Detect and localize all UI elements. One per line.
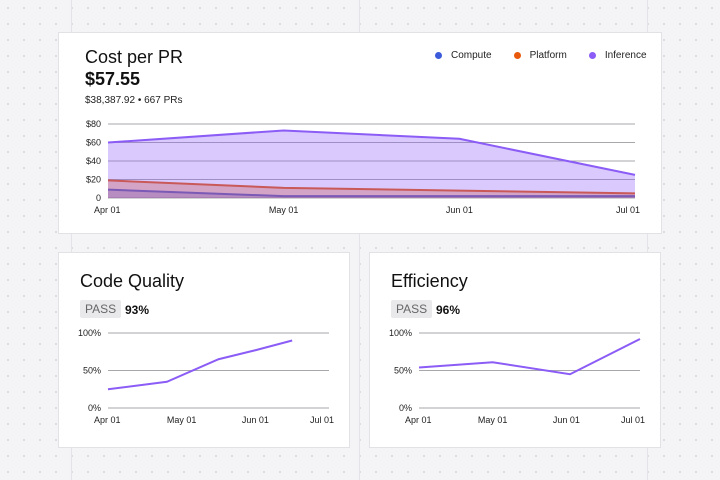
legend-item: Platform xyxy=(513,50,567,61)
y-tick-label: 50% xyxy=(394,366,412,376)
compute-dot-icon xyxy=(435,52,442,59)
series-line xyxy=(107,129,636,176)
inference-dot-icon xyxy=(588,52,596,59)
y-tick-label: $20 xyxy=(86,175,101,185)
card-title: Cost per PR xyxy=(85,47,184,67)
x-tick-label: Jun 01 xyxy=(242,415,269,425)
cost-subtitle: $38,387.92 • 667 PRs xyxy=(85,95,183,106)
status-badge: PASS xyxy=(391,300,433,318)
legend-label: Platform xyxy=(529,50,567,61)
x-tick-label: May 01 xyxy=(269,205,299,215)
platform-dot-icon xyxy=(513,52,521,59)
x-tick-label: Jul 01 xyxy=(310,415,334,425)
background-divider xyxy=(647,0,648,480)
card-title: Code Quality xyxy=(80,271,185,291)
background-divider xyxy=(359,0,360,480)
status-badge: PASS xyxy=(80,300,122,318)
efficiency-card: Efficiency PASS 96% xyxy=(369,252,661,448)
x-tick-label: Jun 01 xyxy=(553,415,580,425)
x-tick-label: May 01 xyxy=(167,415,197,425)
series-area xyxy=(108,180,635,198)
y-tick-label: 0% xyxy=(88,403,101,413)
y-tick-label: 100% xyxy=(78,328,101,338)
x-tick-label: Jul 01 xyxy=(621,415,645,425)
x-tick-label: Jul 01 xyxy=(616,205,640,215)
cost-per-pr-card: Cost per PR $57.55 $38,387.92 • 667 PRs … xyxy=(58,32,662,234)
series-line xyxy=(107,179,636,195)
code-quality-card: Code Quality PASS 93% xyxy=(58,252,350,448)
chart-legend: Compute Platform Inference xyxy=(435,50,647,61)
series-area xyxy=(108,130,635,198)
x-tick-label: Apr 01 xyxy=(94,415,121,425)
y-tick-label: 50% xyxy=(83,366,101,376)
series-area xyxy=(108,189,635,198)
x-tick-label: Jun 01 xyxy=(446,205,473,215)
cost-value: $57.55 xyxy=(85,69,141,89)
x-tick-label: Apr 01 xyxy=(94,205,121,215)
legend-label: Compute xyxy=(451,50,492,61)
x-tick-label: Apr 01 xyxy=(405,415,432,425)
y-tick-label: $40 xyxy=(86,156,101,166)
y-tick-label: 0 xyxy=(96,193,101,203)
series-line xyxy=(107,339,293,391)
score-value: 96% xyxy=(436,303,461,317)
legend-item: Compute xyxy=(435,50,492,61)
y-tick-label: $80 xyxy=(86,119,101,129)
card-title: Efficiency xyxy=(391,271,468,291)
x-tick-label: May 01 xyxy=(478,415,508,425)
y-tick-label: 100% xyxy=(389,328,412,338)
y-tick-label: $60 xyxy=(86,138,101,148)
y-tick-label: 0% xyxy=(399,403,412,413)
legend-item: Inference xyxy=(588,50,647,61)
series-line xyxy=(107,188,635,198)
series-line xyxy=(418,338,641,376)
score-value: 93% xyxy=(125,303,150,317)
background-divider xyxy=(71,0,72,480)
legend-label: Inference xyxy=(604,50,647,61)
